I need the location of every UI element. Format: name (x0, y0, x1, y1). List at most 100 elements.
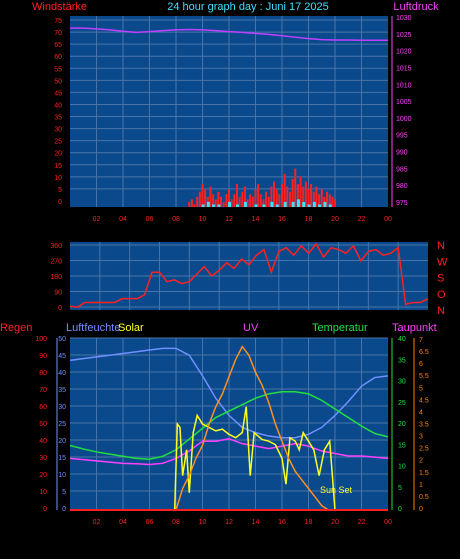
wind-gust-bar (251, 196, 254, 207)
temperature-time-ticks: 02 04 06 08 10 12 14 16 18 20 22 00 (93, 519, 392, 526)
wind-avg-bars (201, 199, 332, 207)
wind-tick-label: 15 (54, 163, 62, 170)
wind-gust-bar (320, 189, 323, 207)
wind-gust-bar (286, 186, 289, 207)
wind-tick-label: 10 (54, 175, 62, 182)
direction-degree-label: 90 (54, 290, 62, 297)
wind-gust-bar (302, 186, 305, 207)
direction-line (69, 242, 429, 308)
wind-gust-bar (267, 196, 270, 207)
wind-gust-bar (310, 184, 313, 207)
dewpoint-tick-label: 5 (419, 385, 423, 392)
direction-degree-label: 0 (58, 305, 62, 312)
pressure-tick-label: 995 (396, 133, 408, 140)
wind-gust-bar (315, 186, 318, 207)
pressure-tick-label: 1015 (396, 65, 412, 72)
wind-tick-label: 50 (54, 78, 62, 85)
wind-avg-bar (291, 201, 295, 207)
humidity-tick-label: 25 (58, 421, 66, 428)
rain-tick-label: 70 (39, 387, 47, 394)
temperature-tick-label: 0 (398, 506, 402, 513)
pressure-line-group (70, 27, 388, 42)
rain-tick-label: 10 (39, 489, 47, 496)
wind-avg-bar (323, 201, 327, 207)
wind-gust-bar (281, 184, 283, 207)
wind-gust-bar (246, 199, 249, 207)
pressure-ticks: 1030 1025 1020 1015 1010 1005 1000 995 990 985 980… (391, 15, 412, 207)
rain-tick-label: 50 (39, 421, 47, 428)
time-tick-label: 06 (146, 519, 154, 526)
wind-gust-bar (225, 194, 228, 207)
time-tick-label: 14 (252, 519, 260, 526)
time-tick-label: 10 (199, 519, 207, 526)
temperature-solar-lines (69, 345, 389, 511)
wind-gust-bar (238, 196, 241, 207)
time-tick-label: 02 (93, 519, 101, 526)
time-tick-label: 18 (305, 519, 313, 526)
solar-line (173, 406, 336, 511)
temperature-tick-label: 10 (398, 464, 406, 471)
humidity-line (69, 347, 389, 439)
pressure-tick-label: 1025 (396, 32, 412, 39)
temperature-tick-label: 35 (398, 357, 406, 364)
dewpoint-tick-label: 7 (419, 337, 423, 344)
pressure-tick-label: 1010 (396, 82, 412, 89)
wind-avg-bar (275, 204, 279, 207)
time-tick-label: 06 (146, 216, 154, 223)
direction-compass-label: W (437, 256, 448, 268)
time-tick-label: 04 (119, 216, 127, 223)
temperature-tick-label: 15 (398, 442, 406, 449)
dewpoint-tick-label: 3 (419, 434, 423, 441)
pressure-tick-label: 985 (396, 166, 408, 173)
wind-avg-bar (283, 201, 287, 207)
time-tick-label: 14 (252, 216, 260, 223)
wind-gust-bar (312, 191, 315, 207)
wind-gust-bar (220, 196, 223, 207)
wind-tick-label: 55 (54, 66, 62, 73)
wind-avg-bar (302, 201, 306, 207)
wind-tick-label: 0 (58, 199, 62, 206)
wind-gust-bar (235, 184, 238, 207)
time-tick-label: 12 (225, 216, 233, 223)
wind-tick-label: 65 (54, 42, 62, 49)
wind-tick-label: 20 (54, 151, 62, 158)
rain-tick-label: 20 (39, 472, 47, 479)
direction-degree-label: 270 (50, 259, 62, 266)
wind-gust-bar (241, 191, 244, 207)
pressure-tick-label: 1005 (396, 99, 412, 106)
wind-gust-bar (265, 191, 268, 207)
wind-tick-label: 70 (54, 30, 62, 37)
wind-tick-label: 35 (54, 115, 62, 122)
wind-gust-bar (222, 201, 225, 207)
wind-avg-bar (254, 204, 258, 207)
rain-tick-label: 60 (39, 404, 47, 411)
humidity-tick-label: 35 (58, 387, 66, 394)
pressure-tick-label: 1020 (396, 49, 412, 56)
temperature-grid (70, 337, 388, 510)
pressure-tick-label: 1030 (396, 15, 412, 22)
wind-gust-bar (214, 199, 217, 207)
wind-avg-bar (206, 201, 210, 207)
dewpoint-tick-label: 6.5 (419, 349, 429, 356)
rain-tick-label: 0 (43, 506, 47, 513)
wind-gust-bar (275, 189, 278, 207)
wind-avg-bar (318, 204, 322, 207)
pressure-tick-label: 975 (396, 200, 408, 207)
wind-avg-bar (228, 201, 231, 207)
rain-tick-label: 100 (35, 336, 47, 343)
wind-tick-label: 45 (54, 90, 62, 97)
wind-avg-bar (217, 204, 221, 207)
temperature-tick-label: 20 (398, 421, 406, 428)
pressure-tick-label: 990 (396, 150, 408, 157)
wind-gust-bar (193, 204, 196, 207)
dewpoint-tick-label: 1.5 (419, 470, 429, 477)
luftdruck-label: Luftdruck (393, 1, 439, 13)
wind-avg-bar (270, 201, 274, 207)
uv-line (175, 345, 329, 511)
dewpoint-tick-label: 4 (419, 409, 423, 416)
wind-gust-bar (296, 184, 299, 207)
dewpoint-tick-label: 1 (419, 482, 423, 489)
